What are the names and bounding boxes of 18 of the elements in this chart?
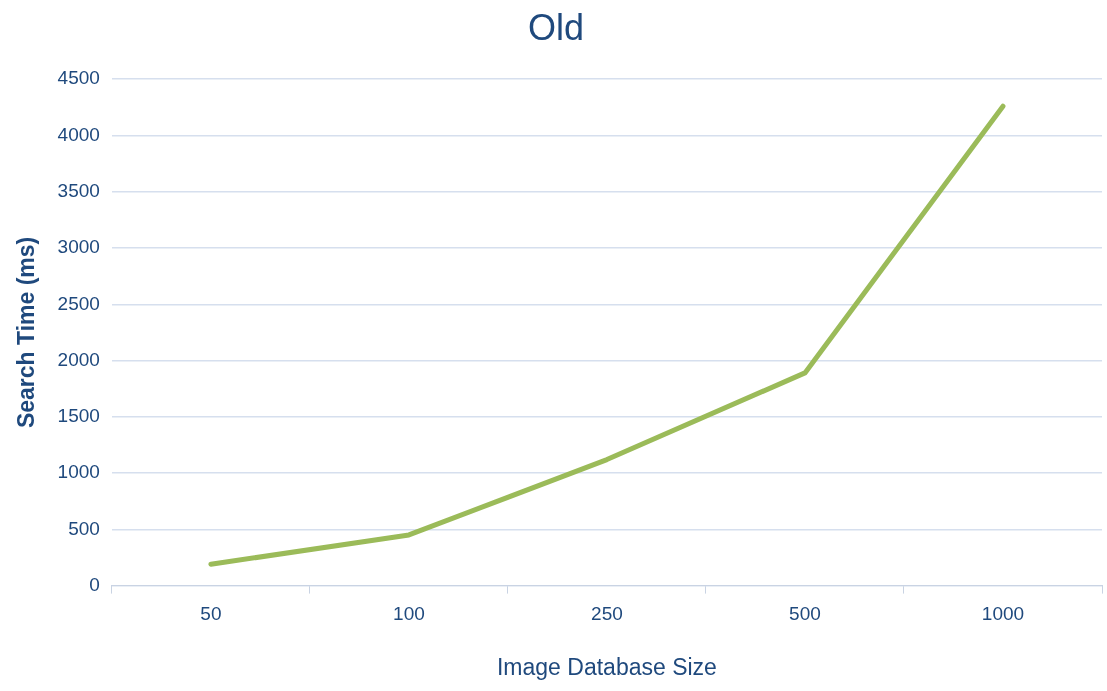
x-tick-label: 1000: [981, 603, 1025, 625]
y-tick-label: 1500: [57, 405, 100, 427]
x-axis-title: Image Database Size: [496, 653, 717, 680]
y-tick-label: 0: [89, 573, 100, 595]
y-tick-label: 2500: [57, 292, 100, 314]
y-tick-label: 3000: [57, 236, 100, 258]
y-tick-label: 2000: [57, 348, 100, 370]
x-tick-label: 50: [200, 603, 222, 625]
x-tick-label: 250: [591, 603, 623, 625]
y-tick-label: 1000: [57, 461, 100, 483]
x-tick-label: 100: [393, 603, 425, 625]
y-axis-title: Search Time (ms): [13, 236, 40, 429]
y-tick-label: 4000: [57, 123, 100, 145]
y-tick-label: 500: [68, 517, 100, 539]
x-tick-label: 500: [789, 603, 821, 625]
chart-title: Old: [527, 6, 585, 48]
y-tick-label: 4500: [57, 67, 100, 89]
y-tick-label: 3500: [57, 179, 100, 201]
